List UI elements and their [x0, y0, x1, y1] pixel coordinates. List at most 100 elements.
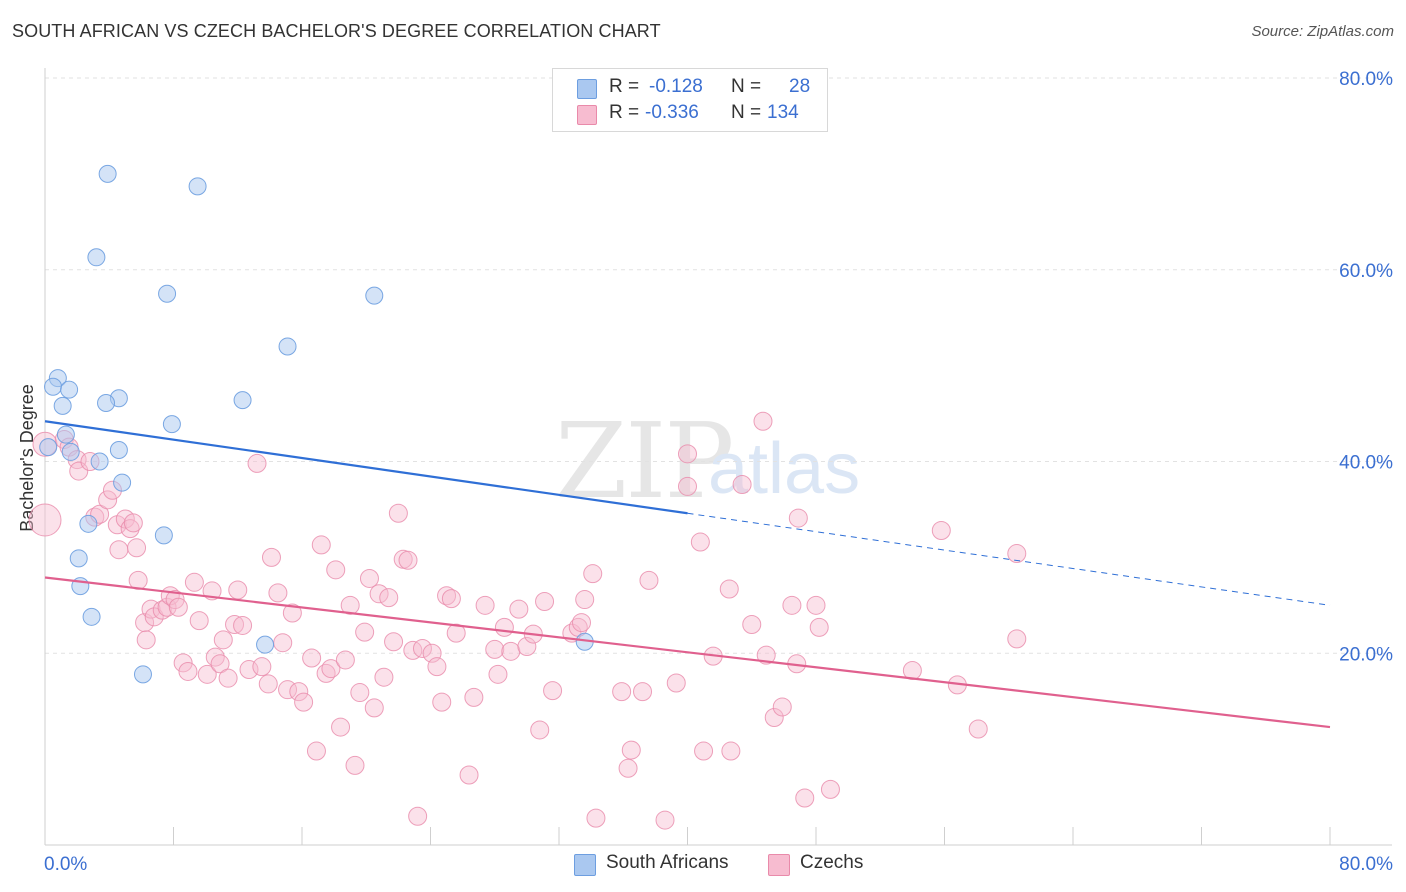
bottom-legend-label: South Africans: [606, 852, 729, 873]
czech-point: [772, 697, 792, 717]
y-axis-title: Bachelor's Degree: [17, 384, 37, 532]
czech-point: [403, 640, 423, 660]
south-african-point: [39, 438, 58, 457]
czech-point: [157, 597, 177, 617]
czech-point: [764, 707, 784, 727]
czech-point: [639, 570, 659, 590]
x-tick-label: 0.0%: [44, 854, 87, 875]
czech-point: [184, 572, 204, 592]
legend-box: R = -0.128 N = 28 R = -0.336 N = 134: [552, 68, 828, 132]
south-african-point: [188, 177, 207, 196]
bottom-legend-swatch-south-africans: [574, 854, 596, 876]
chart-title: SOUTH AFRICAN VS CZECH BACHELOR'S DEGREE…: [12, 21, 661, 41]
czech-point: [282, 603, 302, 623]
south-african-point: [44, 377, 63, 396]
legend-n-value: 134: [767, 102, 799, 123]
czech-point: [388, 503, 408, 523]
czech-point: [210, 654, 230, 674]
czech-point: [464, 687, 484, 707]
czech-point: [168, 597, 188, 617]
south-african-point: [154, 526, 173, 545]
czech-point: [127, 538, 147, 558]
czech-point: [475, 595, 495, 615]
czech-point: [655, 810, 675, 830]
czech-point: [753, 411, 773, 431]
czech-point: [618, 758, 638, 778]
south-african-point: [98, 164, 117, 183]
czech-point: [795, 788, 815, 808]
czech-point: [69, 461, 89, 481]
czech-point: [294, 692, 314, 712]
czech-point: [721, 741, 741, 761]
y-tick-label: 60.0%: [1339, 261, 1393, 282]
south-african-point: [233, 391, 252, 410]
czech-point: [612, 682, 632, 702]
south-african-point: [133, 665, 152, 684]
y-tick-label: 20.0%: [1339, 644, 1393, 665]
czech-point: [205, 647, 225, 667]
czech-point: [213, 630, 233, 650]
czech-point: [535, 591, 555, 611]
czech-point: [247, 453, 267, 473]
south-african-point: [53, 396, 72, 415]
czech-point: [398, 550, 418, 570]
czech-point: [666, 673, 686, 693]
czech-point: [28, 503, 62, 537]
czech-point: [98, 490, 118, 510]
czech-point: [530, 720, 550, 740]
czech-point: [633, 682, 653, 702]
czech-point: [412, 638, 432, 658]
czech-point: [809, 617, 829, 637]
south-african-point: [90, 452, 109, 471]
legend-r-label: R =: [609, 76, 640, 97]
czech-point: [1007, 544, 1027, 564]
czech-point: [144, 607, 164, 627]
czech-point: [820, 779, 840, 799]
south-african-point: [56, 425, 75, 444]
czech-point: [788, 508, 808, 528]
czech-point: [369, 584, 389, 604]
czech-point: [258, 674, 278, 694]
czech-point: [331, 717, 351, 737]
south-african-trend-extension: [687, 512, 1331, 606]
south-african-point: [69, 549, 88, 568]
czech-point: [931, 521, 951, 541]
south-african-point: [97, 394, 116, 413]
czech-point: [374, 667, 394, 687]
south-african-point: [158, 284, 177, 303]
legend-r-value: -0.336: [645, 102, 699, 123]
czech-point: [261, 547, 281, 567]
czech-point: [136, 630, 156, 650]
legend-n-label: N =: [731, 76, 762, 97]
czech-point: [571, 613, 591, 633]
czech-point: [621, 740, 641, 760]
czech-point: [441, 589, 461, 609]
south-african-point: [82, 607, 101, 626]
south-african-point: [60, 380, 79, 399]
watermark-atlas: atlas: [708, 429, 861, 509]
czech-point: [732, 475, 752, 495]
south-african-point: [278, 337, 297, 356]
bottom-legend-swatch-czechs: [768, 854, 790, 876]
czech-point: [408, 806, 428, 826]
czech-point: [218, 668, 238, 688]
czech-point: [340, 595, 360, 615]
czech-point: [485, 639, 505, 659]
czech-point: [678, 444, 697, 464]
czech-point: [1007, 629, 1027, 649]
czech-point: [165, 590, 185, 610]
y-tick-label: 40.0%: [1339, 453, 1393, 474]
czech-point: [384, 632, 404, 652]
legend-n-value: 28: [789, 76, 811, 97]
czech-point: [252, 657, 272, 677]
czech-point: [268, 583, 288, 603]
czech-point: [719, 579, 739, 599]
south-african-point: [365, 286, 384, 305]
czech-point: [289, 682, 309, 702]
czech-point: [306, 741, 326, 761]
czech-point: [509, 599, 529, 619]
czech-point: [239, 660, 259, 680]
czech-point: [968, 719, 988, 739]
czech-point: [173, 653, 193, 673]
